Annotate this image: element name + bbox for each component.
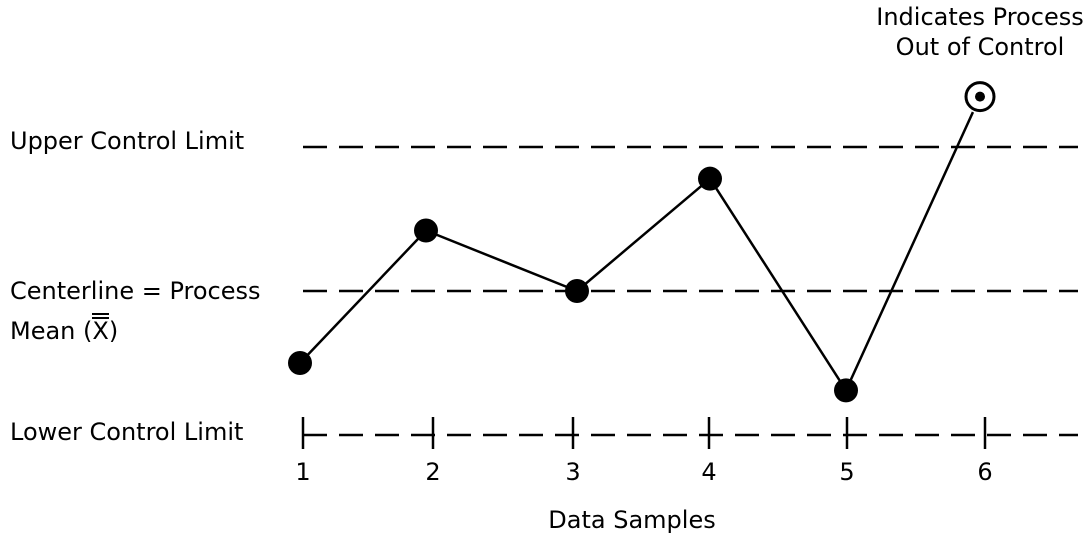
- x-double-bar-symbol: X: [92, 313, 110, 345]
- lcl-label: Lower Control Limit: [10, 418, 244, 446]
- x-axis-title: Data Samples: [548, 506, 716, 534]
- out-of-control-annotation-line2: Out of Control: [895, 33, 1065, 61]
- data-point: [698, 166, 722, 191]
- centerline-label-line1: Centerline = Process: [10, 277, 261, 305]
- centerline-mean-suffix: ): [108, 317, 119, 345]
- x-tick-label: 5: [839, 458, 854, 486]
- centerline-mean-prefix: Mean (: [10, 317, 93, 345]
- data-point: [834, 378, 858, 403]
- x-tick-label: 1: [295, 458, 310, 486]
- x-tick-label: 2: [425, 458, 440, 486]
- data-point: [288, 351, 312, 375]
- out-of-control-marker-dot: [975, 91, 985, 102]
- x-tick-label: 3: [565, 458, 580, 486]
- ucl-label: Upper Control Limit: [10, 127, 245, 155]
- x-tick-label: 6: [977, 458, 992, 486]
- data-point: [414, 218, 438, 243]
- data-point: [565, 279, 589, 303]
- x-tick-label: 4: [701, 458, 716, 486]
- data-series-line: [299, 111, 975, 392]
- out-of-control-annotation-line1: Indicates Process: [876, 3, 1084, 31]
- centerline-label-line2: Mean (X): [10, 313, 119, 346]
